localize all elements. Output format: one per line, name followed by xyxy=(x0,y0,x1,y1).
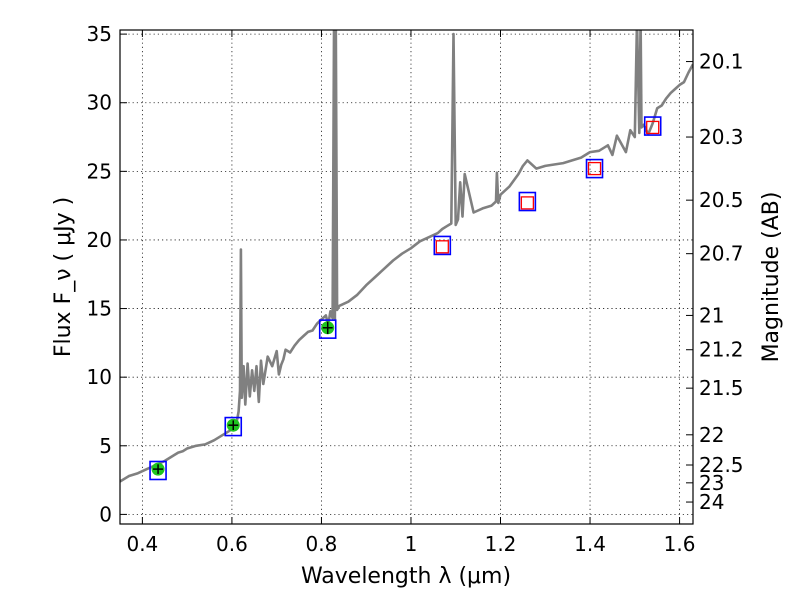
predicted-point xyxy=(646,120,660,135)
model-point xyxy=(318,319,337,339)
model-point xyxy=(149,460,167,481)
x-tick-label: 0.8 xyxy=(306,532,338,556)
spectrum-layer xyxy=(120,30,693,483)
y-tick-label: 5 xyxy=(99,434,112,458)
model-point xyxy=(224,416,243,437)
x-tick-label: 1 xyxy=(405,532,418,556)
plot-frame xyxy=(119,29,694,525)
right-axis-label: Magnitude (AB) xyxy=(759,192,784,363)
y-tick-label: 0 xyxy=(99,502,112,526)
y-tick-label: 15 xyxy=(87,297,112,321)
predicted-point xyxy=(435,240,449,254)
right-tick-label: 20.7 xyxy=(699,242,744,266)
x-tick-label: 1.2 xyxy=(485,532,517,556)
right-tick-label: 24 xyxy=(699,490,724,514)
y-tick-label: 20 xyxy=(87,228,112,252)
y-axis-label: Flux F_ν ( μJy ) xyxy=(51,197,76,357)
grid-lines xyxy=(120,30,693,524)
photometry-markers xyxy=(149,116,662,481)
model-point xyxy=(433,235,452,256)
right-tick-label: 20.5 xyxy=(699,188,744,212)
model-point xyxy=(518,191,537,212)
y-tick-label: 10 xyxy=(87,365,112,389)
right-tick-label: 20.1 xyxy=(699,50,744,74)
right-tick-label: 21.5 xyxy=(699,376,744,400)
x-axis-label: Wavelength λ (μm) xyxy=(301,564,511,589)
y-tick-label: 35 xyxy=(87,22,112,46)
x-tick-label: 0.4 xyxy=(126,532,158,556)
x-tick-label: 1.4 xyxy=(574,532,606,556)
right-tick-label: 21.2 xyxy=(699,338,744,362)
right-tick-label: 22 xyxy=(699,423,724,447)
model-point xyxy=(643,116,662,136)
right-tick-label: 21 xyxy=(699,303,724,327)
y-tick-label: 30 xyxy=(87,91,112,115)
predicted-point xyxy=(587,161,602,176)
model-point xyxy=(585,158,604,179)
x-tick-label: 1.6 xyxy=(664,532,696,556)
y-ticks: 0 5 10 15 20 25 30 35 xyxy=(87,22,127,526)
right-tick-label: 22.5 xyxy=(699,453,744,477)
right-tick-label: 20.3 xyxy=(699,125,744,149)
x-tick-label: 0.6 xyxy=(216,532,248,556)
predicted-point xyxy=(520,196,535,210)
right-tick-label: 23 xyxy=(699,471,724,495)
y-tick-label: 25 xyxy=(87,159,112,183)
x-ticks: 0.4 0.6 0.8 1 1.2 1.4 1.6 xyxy=(126,30,695,556)
spectrum-line xyxy=(120,30,693,483)
